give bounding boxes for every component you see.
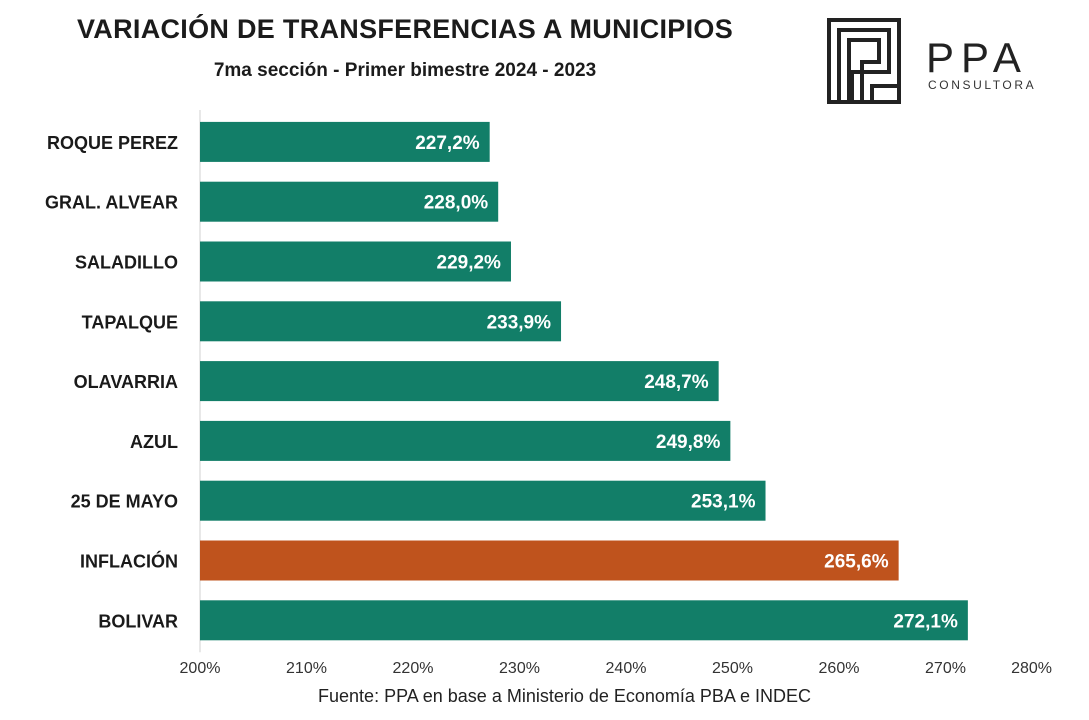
- x-tick-label: 220%: [393, 660, 434, 677]
- bar: [200, 241, 511, 282]
- bar-value-label: 228,0%: [424, 193, 489, 214]
- bar: [200, 420, 731, 461]
- bar-value-label: 229,2%: [437, 253, 502, 274]
- chart-title: VARIACIÓN DE TRANSFERENCIAS A MUNICIPIOS: [76, 14, 734, 44]
- x-tick-label: 280%: [1011, 660, 1052, 677]
- x-tick-label: 260%: [819, 660, 860, 677]
- bar: [200, 540, 899, 581]
- bar: [200, 121, 490, 162]
- bar-value-label: 272,1%: [893, 611, 958, 632]
- x-tick-label: 200%: [180, 660, 221, 677]
- bar-value-label: 249,8%: [656, 432, 721, 453]
- bar-value-label: 227,2%: [415, 133, 480, 154]
- bar: [200, 361, 719, 402]
- category-label: INFLACIÓN: [80, 551, 178, 572]
- bar: [200, 301, 562, 342]
- category-label: BOLIVAR: [98, 611, 178, 631]
- category-label: ROQUE PEREZ: [47, 133, 178, 153]
- bar-value-label: 265,6%: [824, 552, 889, 573]
- x-tick-label: 270%: [925, 660, 966, 677]
- chart-subtitle: 7ma sección - Primer bimestre 2024 - 202…: [213, 60, 597, 81]
- logo-brand: PPA: [926, 34, 1028, 81]
- category-label: TAPALQUE: [82, 312, 178, 332]
- bar-value-label: 248,7%: [644, 372, 709, 393]
- category-label: 25 DE MAYO: [71, 492, 178, 512]
- x-tick-label: 240%: [606, 660, 647, 677]
- bar: [200, 480, 766, 521]
- category-label: OLAVARRIA: [74, 372, 178, 392]
- ppa-logo-mark-icon: [827, 18, 901, 104]
- x-tick-label: 250%: [712, 660, 753, 677]
- category-label: GRAL. ALVEAR: [45, 193, 178, 213]
- bar: [200, 600, 968, 641]
- category-label: SALADILLO: [75, 253, 178, 273]
- category-label: AZUL: [130, 432, 178, 452]
- logo-tagline: CONSULTORA: [928, 78, 1037, 92]
- x-tick-label: 230%: [499, 660, 540, 677]
- x-tick-label: 210%: [286, 660, 327, 677]
- bar-value-label: 253,1%: [691, 492, 756, 513]
- ppa-logo: PPA CONSULTORA: [826, 16, 1066, 108]
- bar-value-label: 233,9%: [487, 312, 552, 333]
- bar: [200, 181, 499, 222]
- source-note: Fuente: PPA en base a Ministerio de Econ…: [318, 686, 811, 706]
